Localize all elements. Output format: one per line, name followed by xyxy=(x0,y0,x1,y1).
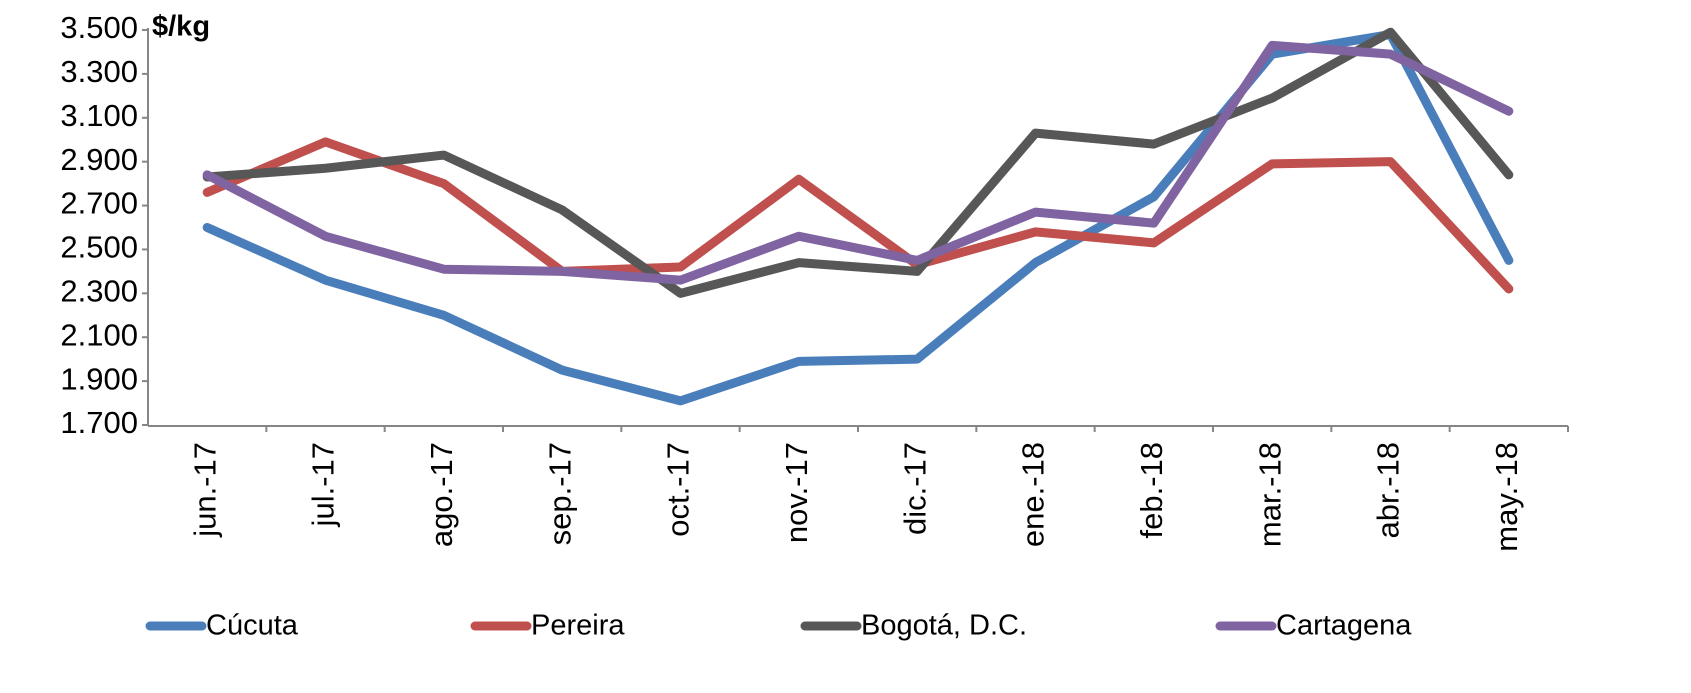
x-tick-label: jun.-17 xyxy=(187,442,222,538)
x-tick-label: may.-18 xyxy=(1489,442,1524,552)
y-tick-label: 2.500 xyxy=(60,230,138,265)
y-tick-label: 2.900 xyxy=(60,142,138,177)
legend-label: Cúcuta xyxy=(206,610,299,642)
series-line xyxy=(202,27,1514,298)
legend-label: Cartagena xyxy=(1276,610,1412,642)
x-tick-label: mar.-18 xyxy=(1252,442,1287,547)
x-tick-label: abr.-18 xyxy=(1371,442,1406,539)
y-tick-label: 1.700 xyxy=(60,405,138,440)
x-tick-label: feb.-18 xyxy=(1134,442,1169,539)
legend-label: Pereira xyxy=(531,610,625,642)
x-tick-label: oct.-17 xyxy=(661,442,696,537)
y-tick-label: 3.300 xyxy=(60,54,138,89)
y-tick-label: 2.300 xyxy=(60,274,138,309)
x-tick-label: jul.-17 xyxy=(306,442,341,527)
y-tick-label: 1.900 xyxy=(60,361,138,396)
series-line xyxy=(202,137,1514,294)
y-tick-label: 3.500 xyxy=(60,10,138,45)
x-tick-label: sep.-17 xyxy=(542,442,577,545)
y-tick-label: 3.100 xyxy=(60,98,138,133)
legend-label: Bogotá, D.C. xyxy=(861,610,1027,642)
y-axis-label: $/kg xyxy=(152,11,210,43)
x-tick-label: ago.-17 xyxy=(424,442,459,547)
x-tick-label: dic.-17 xyxy=(897,442,932,535)
x-tick-label: nov.-17 xyxy=(779,442,814,543)
x-tick-label: ene.-18 xyxy=(1016,442,1051,547)
y-tick-label: 2.100 xyxy=(60,317,138,352)
series-line xyxy=(202,40,1514,285)
y-tick-label: 2.700 xyxy=(60,186,138,221)
